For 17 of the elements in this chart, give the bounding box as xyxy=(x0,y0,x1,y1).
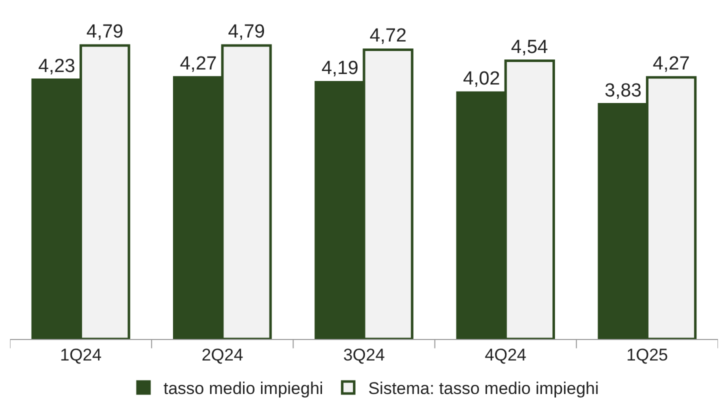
x-tick-label: 1Q24 xyxy=(60,345,102,364)
data-label: 4,02 xyxy=(463,68,500,90)
data-label: 4,79 xyxy=(86,21,124,42)
x-tick-label: 1Q25 xyxy=(626,345,668,364)
data-label: 4,79 xyxy=(228,21,265,42)
data-label: 4,23 xyxy=(38,56,76,77)
x-tick-label: 3Q24 xyxy=(343,345,385,364)
legend-label: tasso medio impieghi xyxy=(164,379,324,398)
data-label: 4,27 xyxy=(652,53,690,74)
legend-label: Sistema: tasso medio impieghi xyxy=(368,379,599,398)
data-label: 4,19 xyxy=(321,58,358,80)
data-label: 4,27 xyxy=(180,53,217,74)
x-tick-label: 2Q24 xyxy=(202,345,244,364)
data-label: 3,83 xyxy=(604,80,642,102)
x-tick-label: 4Q24 xyxy=(484,345,526,364)
data-label: 4,54 xyxy=(510,36,548,58)
data-label: 4,72 xyxy=(370,26,407,47)
